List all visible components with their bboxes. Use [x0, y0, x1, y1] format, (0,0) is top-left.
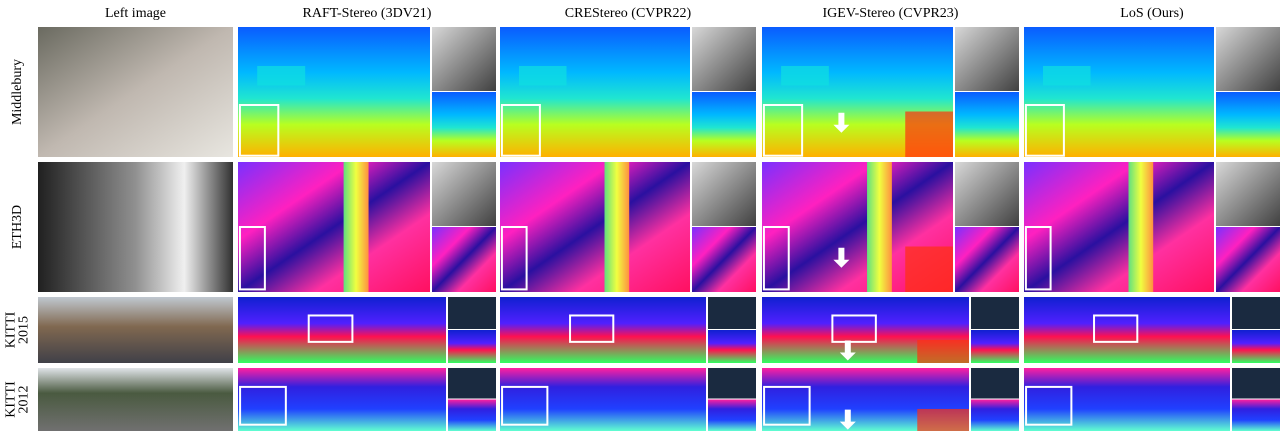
- error-region: [905, 112, 953, 158]
- disparity-map: [238, 162, 430, 292]
- column-header: RAFT-Stereo (3DV21): [303, 6, 432, 21]
- inset-bottom: [971, 400, 1019, 431]
- pole: [605, 162, 630, 292]
- inset-bottom: [432, 92, 496, 157]
- disparity-map: [238, 297, 446, 363]
- disparity-map: [238, 27, 430, 157]
- row-label: 2012: [17, 386, 32, 414]
- inset-bottom: [1216, 92, 1280, 157]
- left-image: [38, 297, 233, 363]
- inset-top: [692, 27, 756, 91]
- left-image: [38, 27, 233, 157]
- inset-bottom: [432, 227, 496, 292]
- error-region: [917, 409, 969, 431]
- inset-top: [448, 368, 496, 399]
- inset-bottom: [955, 227, 1019, 292]
- row-label: Middlebury: [10, 59, 25, 125]
- inset-top: [432, 27, 496, 91]
- inset-bottom: [448, 400, 496, 431]
- inset-bottom: [1232, 330, 1280, 363]
- error-region: [905, 247, 953, 293]
- column-header: IGEV-Stereo (CVPR23): [823, 6, 959, 21]
- inset-top: [448, 297, 496, 329]
- table-edge: [1043, 66, 1091, 86]
- inset-bottom: [971, 330, 1019, 363]
- table-edge: [519, 66, 567, 86]
- inset-bottom: [1232, 400, 1280, 431]
- inset-top: [1232, 368, 1280, 399]
- disparity-map: [500, 27, 690, 157]
- disparity-map: [1024, 368, 1230, 431]
- left-image: [38, 368, 233, 431]
- inset-bottom: [1216, 227, 1280, 292]
- disparity-map: [1024, 162, 1214, 292]
- inset-top: [955, 162, 1019, 226]
- inset-top: [1232, 297, 1280, 329]
- inset-top: [692, 162, 756, 226]
- disparity-map: [500, 297, 706, 363]
- inset-bottom: [955, 92, 1019, 157]
- disparity-map: [1024, 297, 1230, 363]
- disparity-map: [238, 368, 446, 431]
- inset-top: [955, 27, 1019, 91]
- column-header: CREStereo (CVPR22): [565, 6, 692, 21]
- inset-bottom: [692, 227, 756, 292]
- left-image: [38, 162, 233, 292]
- inset-bottom: [708, 330, 756, 363]
- disparity-map: [1024, 27, 1214, 157]
- inset-top: [971, 368, 1019, 399]
- pole: [867, 162, 892, 292]
- inset-bottom: [708, 400, 756, 431]
- table-edge: [781, 66, 829, 86]
- disparity-map: [500, 368, 706, 431]
- figure: Left image RAFT-Stereo (3DV21) CREStereo (…: [0, 0, 1280, 431]
- row-label: ETH3D: [10, 205, 25, 249]
- inset-top: [432, 162, 496, 226]
- inset-top: [708, 368, 756, 399]
- row-label: 2015: [17, 316, 32, 344]
- error-region: [917, 340, 969, 363]
- inset-bottom: [692, 92, 756, 157]
- inset-top: [708, 297, 756, 329]
- inset-top: [971, 297, 1019, 329]
- column-header: LoS (Ours): [1120, 6, 1184, 21]
- pole: [1129, 162, 1154, 292]
- inset-top: [1216, 162, 1280, 226]
- column-header: Left image: [105, 6, 166, 21]
- disparity-map: [500, 162, 690, 292]
- table-edge: [257, 66, 305, 86]
- pole: [344, 162, 369, 292]
- inset-top: [1216, 27, 1280, 91]
- inset-bottom: [448, 330, 496, 363]
